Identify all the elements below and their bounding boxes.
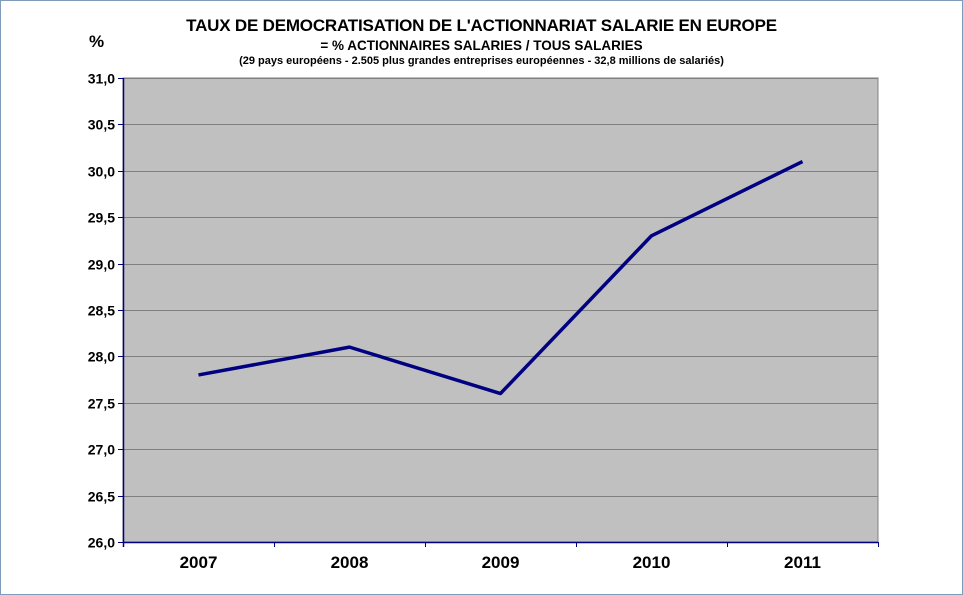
- x-tick-label: 2011: [784, 553, 821, 572]
- y-tick-label: 26,5: [88, 489, 115, 505]
- x-tick-label: 2010: [633, 553, 671, 572]
- y-tick-label: 28,5: [88, 303, 115, 319]
- chart-title: TAUX DE DEMOCRATISATION DE L'ACTIONNARIA…: [186, 16, 777, 35]
- x-axis-ticks: 2007 2008 2009 2010 2011: [123, 542, 879, 572]
- y-tick-label: 30,0: [88, 164, 115, 180]
- chart-note: (29 pays européens - 2.505 plus grandes …: [239, 55, 724, 67]
- x-tick-label: 2009: [482, 553, 520, 572]
- y-tick-label: 31,0: [88, 71, 115, 87]
- y-tick-label: 27,5: [88, 396, 115, 412]
- chart-subtitle: = % ACTIONNAIRES SALARIES / TOUS SALARIE…: [320, 38, 643, 53]
- gridlines: [123, 78, 878, 497]
- y-tick-label: 29,5: [88, 210, 115, 226]
- y-axis-ticks: 26,0 26,5 27,0 27,5 28,0 28,5 29,0 29,5 30,0 30,5…: [88, 71, 123, 551]
- y-tick-label: 26,0: [88, 535, 115, 551]
- y-axis-unit-label: %: [89, 32, 105, 51]
- y-tick-label: 30,5: [88, 117, 115, 133]
- series-line: [198, 159, 804, 396]
- y-tick-label: 27,0: [88, 442, 115, 458]
- x-tick-label: 2007: [180, 553, 218, 572]
- axes: [122, 78, 878, 547]
- y-tick-label: 29,0: [88, 257, 115, 273]
- x-tick-label: 2008: [331, 553, 369, 572]
- y-tick-label: 28,0: [88, 349, 115, 365]
